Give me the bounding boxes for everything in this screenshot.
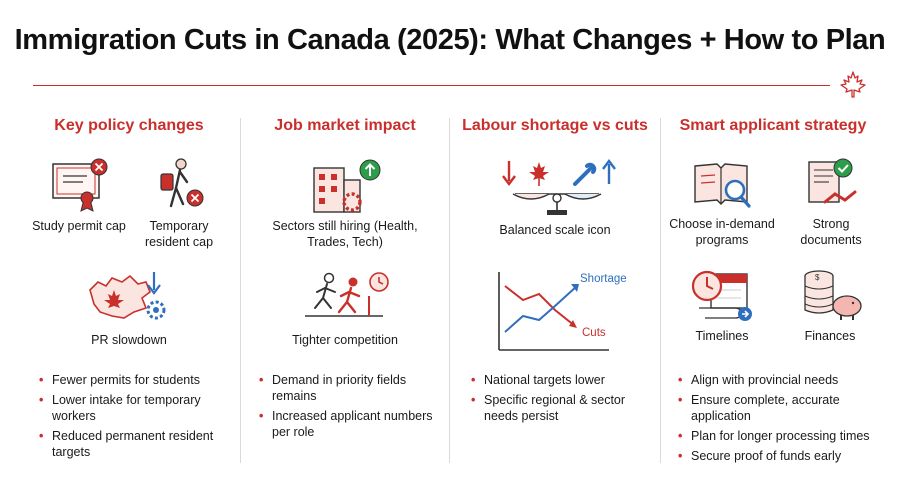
study-permit-cap-item: Study permit cap — [29, 158, 129, 234]
building-icon — [313, 159, 381, 213]
tighter-competition-item: Tighter competition — [255, 268, 435, 348]
item-caption: Study permit cap — [32, 219, 126, 233]
item-caption: Temporary resident cap — [144, 219, 214, 249]
shortage-label: Shortage — [580, 273, 627, 285]
pr-slowdown-item: PR slowdown — [49, 268, 209, 348]
list-item: Specific regional & sector needs persist — [471, 392, 651, 424]
list-item: Ensure complete, accurate application — [678, 392, 878, 424]
item-caption: Sectors still hiring (Health, Trades, Te… — [272, 219, 418, 249]
canada-map-icon — [89, 272, 166, 320]
bullet-list: Fewer permits for students Lower intake … — [39, 372, 224, 464]
item-caption: Timelines — [695, 329, 749, 343]
cuts-label: Cuts — [582, 327, 606, 339]
bullet-list: Demand in priority fields remains Increa… — [259, 372, 441, 444]
calendar-clock-icon — [691, 270, 752, 321]
item-caption: Strong documents — [800, 217, 862, 247]
column-heading: Job market impact — [274, 117, 416, 134]
column-divider — [660, 118, 661, 463]
svg-text:$: $ — [815, 273, 820, 282]
strong-documents-item: Strong documents — [786, 156, 876, 248]
column-divider — [449, 118, 450, 463]
title-rule — [33, 85, 830, 86]
column-job-market: Job market impact Sectors still hiring (… — [245, 110, 445, 480]
coins-piggybank-icon: $ — [804, 270, 862, 320]
column-heading: Key policy changes — [54, 117, 204, 134]
finances-item: $ Finances — [784, 266, 876, 344]
list-item: Secure proof of funds early — [678, 448, 878, 464]
timelines-item: Timelines — [666, 266, 778, 344]
column-labour-shortage: Labour shortage vs cuts Balanced scale i… — [455, 110, 655, 480]
bullet-list: National targets lower Specific regional… — [471, 372, 651, 428]
bullet-list: Align with provincial needs Ensure compl… — [678, 372, 878, 468]
sectors-hiring-item: Sectors still hiring (Health, Trades, Te… — [255, 158, 435, 250]
item-caption: Choose in-demand programs — [669, 217, 775, 247]
list-item: Lower intake for temporary workers — [39, 392, 224, 424]
temporary-resident-cap-item: Temporary resident cap — [129, 158, 229, 250]
item-caption: Tighter competition — [292, 333, 398, 347]
column-applicant-strategy: Smart applicant strategy Choose in-deman… — [666, 110, 880, 480]
list-item: Demand in priority fields remains — [259, 372, 441, 404]
page-title: Immigration Cuts in Canada (2025): What … — [14, 24, 886, 56]
runners-icon — [305, 272, 389, 317]
certificate-icon — [52, 158, 108, 212]
shortage-vs-cuts-chart — [498, 272, 609, 351]
list-item: Plan for longer processing times — [678, 428, 878, 444]
traveler-icon — [160, 158, 204, 208]
item-caption: Finances — [804, 329, 856, 343]
balance-scale-icon — [502, 159, 616, 215]
list-item: Fewer permits for students — [39, 372, 224, 388]
list-item: Increased applicant numbers per role — [259, 408, 441, 440]
list-item: National targets lower — [471, 372, 651, 388]
maple-leaf-icon — [840, 71, 866, 98]
column-policy-changes: Key policy changes Study permit cap Temp… — [29, 110, 229, 480]
column-heading: Labour shortage vs cuts — [462, 117, 648, 134]
list-item: Reduced permanent resident targets — [39, 428, 224, 460]
item-caption: Balanced scale icon — [499, 223, 611, 237]
documents-check-icon — [808, 158, 857, 204]
item-caption: PR slowdown — [91, 333, 167, 347]
book-search-icon — [694, 163, 751, 208]
column-heading: Smart applicant strategy — [679, 117, 867, 134]
in-demand-programs-item: Choose in-demand programs — [662, 156, 782, 248]
list-item: Align with provincial needs — [678, 372, 878, 388]
column-divider — [240, 118, 241, 463]
balanced-scale-item: Balanced scale icon — [455, 156, 655, 238]
